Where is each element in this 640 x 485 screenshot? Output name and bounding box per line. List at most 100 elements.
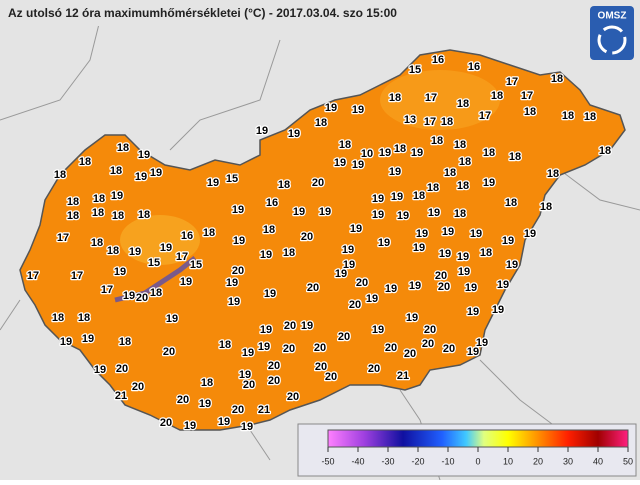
station-value: 18 [441, 116, 453, 128]
station-value: 18 [203, 227, 215, 239]
station-value: 19 [467, 346, 479, 358]
station-value: 19 [409, 280, 421, 292]
station-value: 19 [135, 171, 147, 183]
station-value: 18 [138, 209, 150, 221]
station-value: 20 [368, 363, 380, 375]
colorbar-label: 20 [533, 456, 543, 466]
station-value: 18 [110, 165, 122, 177]
station-value: 19 [343, 259, 355, 271]
colorbar-label: 10 [503, 456, 513, 466]
station-value: 17 [506, 76, 518, 88]
station-value: 18 [52, 312, 64, 324]
station-value: 19 [60, 336, 72, 348]
station-value: 13 [404, 114, 416, 126]
station-value: 19 [260, 249, 272, 261]
station-value: 19 [325, 102, 337, 114]
station-value: 18 [150, 287, 162, 299]
station-value: 19 [82, 333, 94, 345]
station-value: 19 [385, 283, 397, 295]
station-value: 15 [409, 64, 421, 76]
station-value: 19 [465, 282, 477, 294]
station-value: 19 [391, 191, 403, 203]
station-value: 19 [350, 223, 362, 235]
station-value: 16 [181, 230, 193, 242]
station-value: 19 [242, 347, 254, 359]
station-value: 18 [67, 196, 79, 208]
station-value: 18 [117, 142, 129, 154]
station-value: 20 [356, 277, 368, 289]
station-value: 20 [232, 265, 244, 277]
station-value: 19 [439, 248, 451, 260]
station-value: 18 [454, 208, 466, 220]
station-value: 19 [379, 147, 391, 159]
station-value: 20 [301, 231, 313, 243]
station-value: 20 [268, 360, 280, 372]
station-value: 16 [468, 61, 480, 73]
station-value: 19 [524, 228, 536, 240]
station-value: 19 [166, 313, 178, 325]
station-value: 20 [232, 404, 244, 416]
station-value: 19 [180, 276, 192, 288]
station-value: 19 [397, 210, 409, 222]
station-value: 19 [483, 177, 495, 189]
station-value: 19 [301, 320, 313, 332]
station-value: 18 [540, 201, 552, 213]
station-value: 19 [129, 246, 141, 258]
station-value: 18 [78, 312, 90, 324]
station-value: 20 [116, 363, 128, 375]
station-value: 21 [397, 370, 409, 382]
station-value: 18 [509, 151, 521, 163]
station-value: 18 [93, 193, 105, 205]
station-value: 15 [148, 257, 160, 269]
station-value: 19 [378, 237, 390, 249]
station-value: 20 [435, 270, 447, 282]
station-value: 19 [218, 416, 230, 428]
station-value: 19 [256, 125, 268, 137]
station-value: 20 [284, 320, 296, 332]
borders [0, 19, 640, 481]
station-value: 20 [312, 177, 324, 189]
station-value: 18 [263, 224, 275, 236]
station-value: 19 [150, 167, 162, 179]
station-value: 19 [334, 157, 346, 169]
colorbar-label: 50 [623, 456, 633, 466]
station-value: 18 [524, 106, 536, 118]
station-value: 18 [551, 73, 563, 85]
cooler-area [380, 70, 500, 130]
station-value: 16 [432, 54, 444, 66]
colorbar-label: -50 [321, 456, 334, 466]
station-value: 17 [425, 92, 437, 104]
station-value: 18 [107, 245, 119, 257]
station-value: 19 [239, 369, 251, 381]
station-value: 20 [132, 381, 144, 393]
station-value: 19 [207, 177, 219, 189]
station-value: 21 [258, 404, 270, 416]
station-value: 20 [385, 342, 397, 354]
station-value: 18 [315, 117, 327, 129]
station-value: 18 [599, 145, 611, 157]
colorbar-label: -30 [381, 456, 394, 466]
station-value: 19 [184, 420, 196, 432]
station-value: 19 [411, 147, 423, 159]
station-value: 18 [480, 247, 492, 259]
colorbar-label: -10 [441, 456, 454, 466]
station-value: 18 [339, 139, 351, 151]
station-value: 19 [457, 251, 469, 263]
logo-text: OMSZ [598, 11, 627, 22]
station-value: 19 [199, 398, 211, 410]
station-value: 20 [315, 361, 327, 373]
station-value: 19 [352, 159, 364, 171]
colorbar-label: 0 [475, 456, 480, 466]
colorbar [327, 429, 629, 448]
station-value: 18 [491, 90, 503, 102]
station-value: 17 [521, 90, 533, 102]
station-value: 19 [476, 337, 488, 349]
station-value: 18 [278, 179, 290, 191]
colorbar-label: 40 [593, 456, 603, 466]
station-value: 19 [226, 277, 238, 289]
colorbar-label: -20 [411, 456, 424, 466]
station-value: 19 [160, 242, 172, 254]
title: Az utolsó 12 óra maximumhőmérsékletei (°… [8, 6, 397, 20]
station-value: 18 [505, 197, 517, 209]
